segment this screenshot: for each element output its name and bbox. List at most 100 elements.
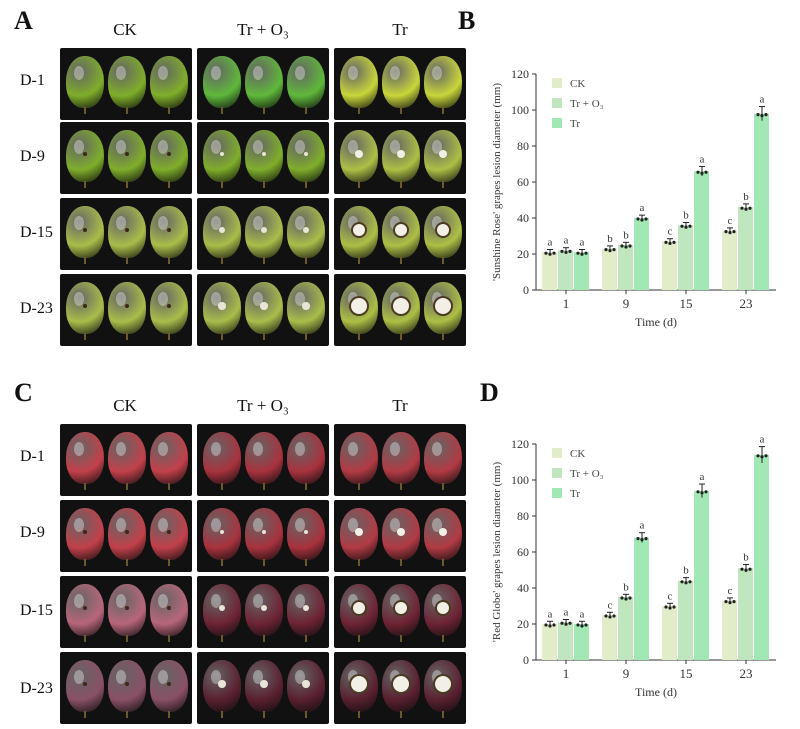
data-point xyxy=(740,567,744,571)
grape-berry xyxy=(382,660,420,718)
bar xyxy=(662,241,677,290)
data-point xyxy=(640,538,644,542)
y-tick-label: 20 xyxy=(517,247,529,261)
row-header-d15: D-15 xyxy=(20,602,53,619)
grape-berry xyxy=(340,508,378,566)
grape-berry xyxy=(424,508,462,566)
data-point xyxy=(604,248,608,252)
lesion-spot xyxy=(435,676,451,692)
data-point xyxy=(704,490,708,494)
x-tick-label: 9 xyxy=(623,296,630,311)
data-point xyxy=(724,600,728,604)
lesion-spot xyxy=(219,227,225,233)
panel-letter-d: D xyxy=(480,378,499,407)
grape-berry xyxy=(108,660,146,718)
y-tick-label: 0 xyxy=(523,653,529,667)
data-point xyxy=(552,251,556,255)
wound-spot xyxy=(167,304,171,308)
significance-letter: b xyxy=(743,552,749,564)
y-axis-label: 'Sunshine Rose' grapes lesion diameter (… xyxy=(491,83,503,281)
lesion-spot xyxy=(351,676,367,692)
data-point xyxy=(684,581,688,585)
y-tick-label: 40 xyxy=(517,211,529,225)
significance-letter: a xyxy=(760,94,765,106)
data-point xyxy=(644,537,648,541)
lesion-spot xyxy=(219,529,225,535)
bar xyxy=(618,597,633,660)
grape-photo xyxy=(60,122,192,194)
row-header-d9: D-9 xyxy=(20,148,45,165)
grape-berry xyxy=(150,660,188,718)
significance-letter: c xyxy=(728,215,733,227)
grape-berry xyxy=(203,508,241,566)
grape-berry xyxy=(382,56,420,114)
data-point xyxy=(732,230,736,234)
data-point xyxy=(732,600,736,604)
grape-berry xyxy=(424,584,462,642)
significance-letter: a xyxy=(640,202,645,214)
data-point xyxy=(680,224,684,228)
data-point xyxy=(548,252,552,256)
data-point xyxy=(640,218,644,222)
legend-label: Tr + O₃ xyxy=(570,98,604,110)
grape-berry xyxy=(203,660,241,718)
significance-letter: a xyxy=(564,235,569,247)
grape-berry xyxy=(150,56,188,114)
grape-berry xyxy=(340,56,378,114)
grape-berry xyxy=(424,432,462,490)
column-header-tr-o3: Tr + O₃ xyxy=(237,396,289,415)
bar xyxy=(738,207,753,290)
y-tick-label: 100 xyxy=(511,103,529,117)
grape-berry xyxy=(424,282,462,340)
grape-berry xyxy=(108,432,146,490)
row-header-d1: D-1 xyxy=(20,72,45,89)
bar xyxy=(678,580,693,660)
data-point xyxy=(584,623,588,627)
significance-letter: a xyxy=(760,434,765,446)
data-point xyxy=(580,252,584,256)
lesion-spot xyxy=(393,298,409,314)
grape-berry xyxy=(382,432,420,490)
grape-photo xyxy=(197,274,329,346)
lesion-spot xyxy=(302,680,310,688)
data-point xyxy=(760,114,764,118)
lesion-spot xyxy=(353,602,365,614)
data-point xyxy=(664,240,668,244)
grape-photo xyxy=(197,652,329,724)
legend-label: Tr xyxy=(570,118,580,130)
bar xyxy=(694,490,709,660)
lesion-spot xyxy=(303,227,309,233)
grape-berry xyxy=(424,130,462,188)
legend-label: Tr xyxy=(570,488,580,500)
lesion-spot xyxy=(395,602,407,614)
x-axis-label: Time (d) xyxy=(635,315,677,329)
bar xyxy=(602,248,617,290)
wound-spot xyxy=(125,606,129,610)
y-tick-label: 120 xyxy=(511,437,529,451)
lesion-spot xyxy=(218,302,226,310)
data-point xyxy=(756,454,760,458)
bar xyxy=(678,225,693,290)
lesion-spot xyxy=(261,227,267,233)
grape-berry xyxy=(108,282,146,340)
data-point xyxy=(576,251,580,255)
legend-swatch xyxy=(552,468,562,478)
bar xyxy=(558,622,573,660)
lesion-spot xyxy=(353,224,365,236)
lesion-spot xyxy=(303,605,309,611)
bar xyxy=(754,113,769,290)
grape-photo xyxy=(334,122,466,194)
legend-swatch xyxy=(552,98,562,108)
column-header-tr-o3: Tr + O₃ xyxy=(237,20,289,39)
row-header-d15: D-15 xyxy=(20,224,53,241)
grape-berry xyxy=(287,660,325,718)
y-tick-label: 40 xyxy=(517,581,529,595)
lesion-spot xyxy=(437,602,449,614)
grape-berry xyxy=(340,660,378,718)
grape-photo xyxy=(60,652,192,724)
significance-letter: b xyxy=(607,233,613,245)
data-point xyxy=(740,206,744,210)
grape-berry xyxy=(245,660,283,718)
lesion-spot xyxy=(302,302,310,310)
column-header-ck: CK xyxy=(113,396,137,415)
